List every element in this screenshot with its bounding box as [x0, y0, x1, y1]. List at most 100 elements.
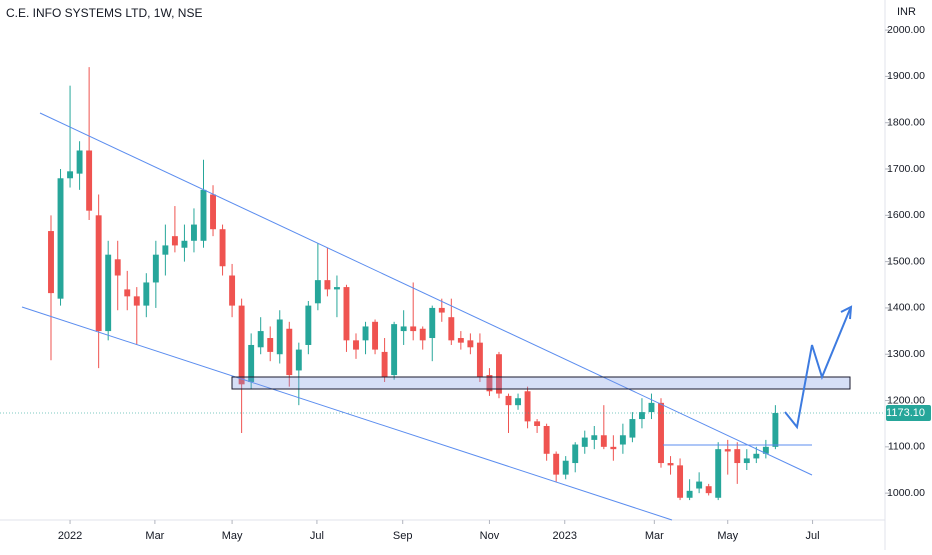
candle-body: [229, 275, 236, 306]
candle-body: [543, 426, 550, 454]
candle-body: [181, 240, 188, 248]
candle-body: [95, 215, 102, 332]
candle-body: [448, 317, 455, 341]
arrow-head: [840, 305, 853, 320]
candle-body: [343, 287, 350, 341]
projection-arrow: [784, 308, 851, 430]
candle-body: [248, 344, 255, 383]
candle-body: [667, 463, 674, 466]
candle-body: [696, 481, 703, 489]
x-tick-label: Mar: [645, 530, 664, 542]
candle-body: [152, 254, 159, 283]
y-tick-label: 2000.00: [887, 24, 925, 36]
candle-body: [372, 321, 379, 350]
candle-body: [257, 331, 264, 348]
candle-body: [772, 412, 779, 447]
x-tick-label: May: [222, 530, 243, 542]
y-tick-label: 1600.00: [887, 209, 925, 221]
candle-body: [705, 486, 712, 494]
candle-body: [410, 326, 417, 332]
candle-body: [619, 435, 626, 445]
candle-body: [86, 150, 93, 211]
candle-body: [743, 458, 750, 464]
y-tick-label: 1800.00: [887, 116, 925, 128]
upper-trendline: [39, 112, 813, 476]
candle-body: [600, 435, 607, 447]
candle-body: [476, 342, 483, 378]
candle-body: [629, 419, 636, 438]
candle-body: [762, 446, 769, 454]
candle-body: [333, 287, 340, 290]
x-tick-label: 2023: [552, 530, 576, 542]
candle-body: [429, 307, 436, 339]
candle-body: [438, 307, 445, 313]
candle-body: [724, 449, 731, 452]
support-zone: [231, 376, 851, 390]
y-tick-label: 1500.00: [887, 255, 925, 267]
candle-body: [324, 280, 331, 290]
y-tick-label: 1900.00: [887, 70, 925, 82]
candle-body: [524, 391, 531, 422]
candle-body: [48, 231, 54, 294]
candle-body: [677, 465, 684, 498]
candle-body: [114, 259, 121, 276]
candle-body: [419, 328, 426, 341]
candle-body: [353, 340, 359, 350]
x-tick-label: Mar: [145, 530, 164, 542]
candle-body: [648, 402, 655, 413]
x-tick-label: Nov: [480, 530, 500, 542]
y-tick-label: 1400.00: [887, 302, 925, 314]
drawings: [21, 112, 853, 521]
candle-body: [486, 375, 493, 392]
candle-body: [76, 150, 83, 174]
y-tick-label: 1300.00: [887, 348, 925, 360]
chart-title: C.E. INFO SYSTEMS LTD, 1W, NSE: [6, 6, 202, 20]
candle-body: [515, 398, 521, 406]
candle-body: [686, 490, 693, 498]
candle-body: [457, 338, 464, 343]
candle-body: [400, 326, 407, 332]
candle-body: [219, 229, 226, 267]
candle-body: [143, 282, 150, 306]
x-tick-label: May: [717, 530, 738, 542]
candle-body: [734, 449, 741, 464]
candle-body: [610, 446, 617, 450]
candle-body: [210, 194, 216, 230]
candle-body: [57, 178, 64, 299]
candle-body: [505, 395, 512, 406]
x-tick-label: Jul: [806, 530, 820, 542]
last-price-label: 1173.10: [886, 407, 925, 419]
last-price-tag: [886, 404, 931, 421]
candle-body: [191, 224, 197, 241]
candle-body: [638, 412, 645, 420]
x-tick-label: Sep: [393, 530, 413, 542]
candle-body: [496, 354, 502, 394]
candle-body: [715, 449, 722, 498]
y-tick-label: 1200.00: [887, 394, 925, 406]
y-tick-label: 1000.00: [887, 487, 925, 499]
candle-body: [105, 254, 112, 332]
currency-label: INR: [897, 6, 916, 18]
candle-body: [276, 319, 283, 355]
x-tick-label: Jul: [310, 530, 324, 542]
candle-body: [267, 338, 274, 352]
candle-body: [381, 351, 388, 378]
candle-body: [162, 245, 169, 255]
candle-body: [362, 326, 369, 341]
candle-body: [133, 296, 140, 306]
candle-body: [286, 328, 293, 376]
candle-body: [534, 421, 541, 427]
candle-body: [581, 437, 588, 447]
candle-body: [238, 305, 245, 385]
candle-body: [305, 305, 312, 345]
candle-body: [67, 171, 74, 179]
candle-body: [753, 453, 760, 459]
candle-body: [124, 289, 131, 297]
candle-body: [562, 460, 569, 475]
y-tick-label: 1100.00: [888, 441, 925, 453]
candle-body: [572, 444, 579, 464]
candle-body: [314, 280, 321, 304]
candle-body: [591, 435, 598, 440]
y-tick-label: 1700.00: [887, 163, 925, 175]
